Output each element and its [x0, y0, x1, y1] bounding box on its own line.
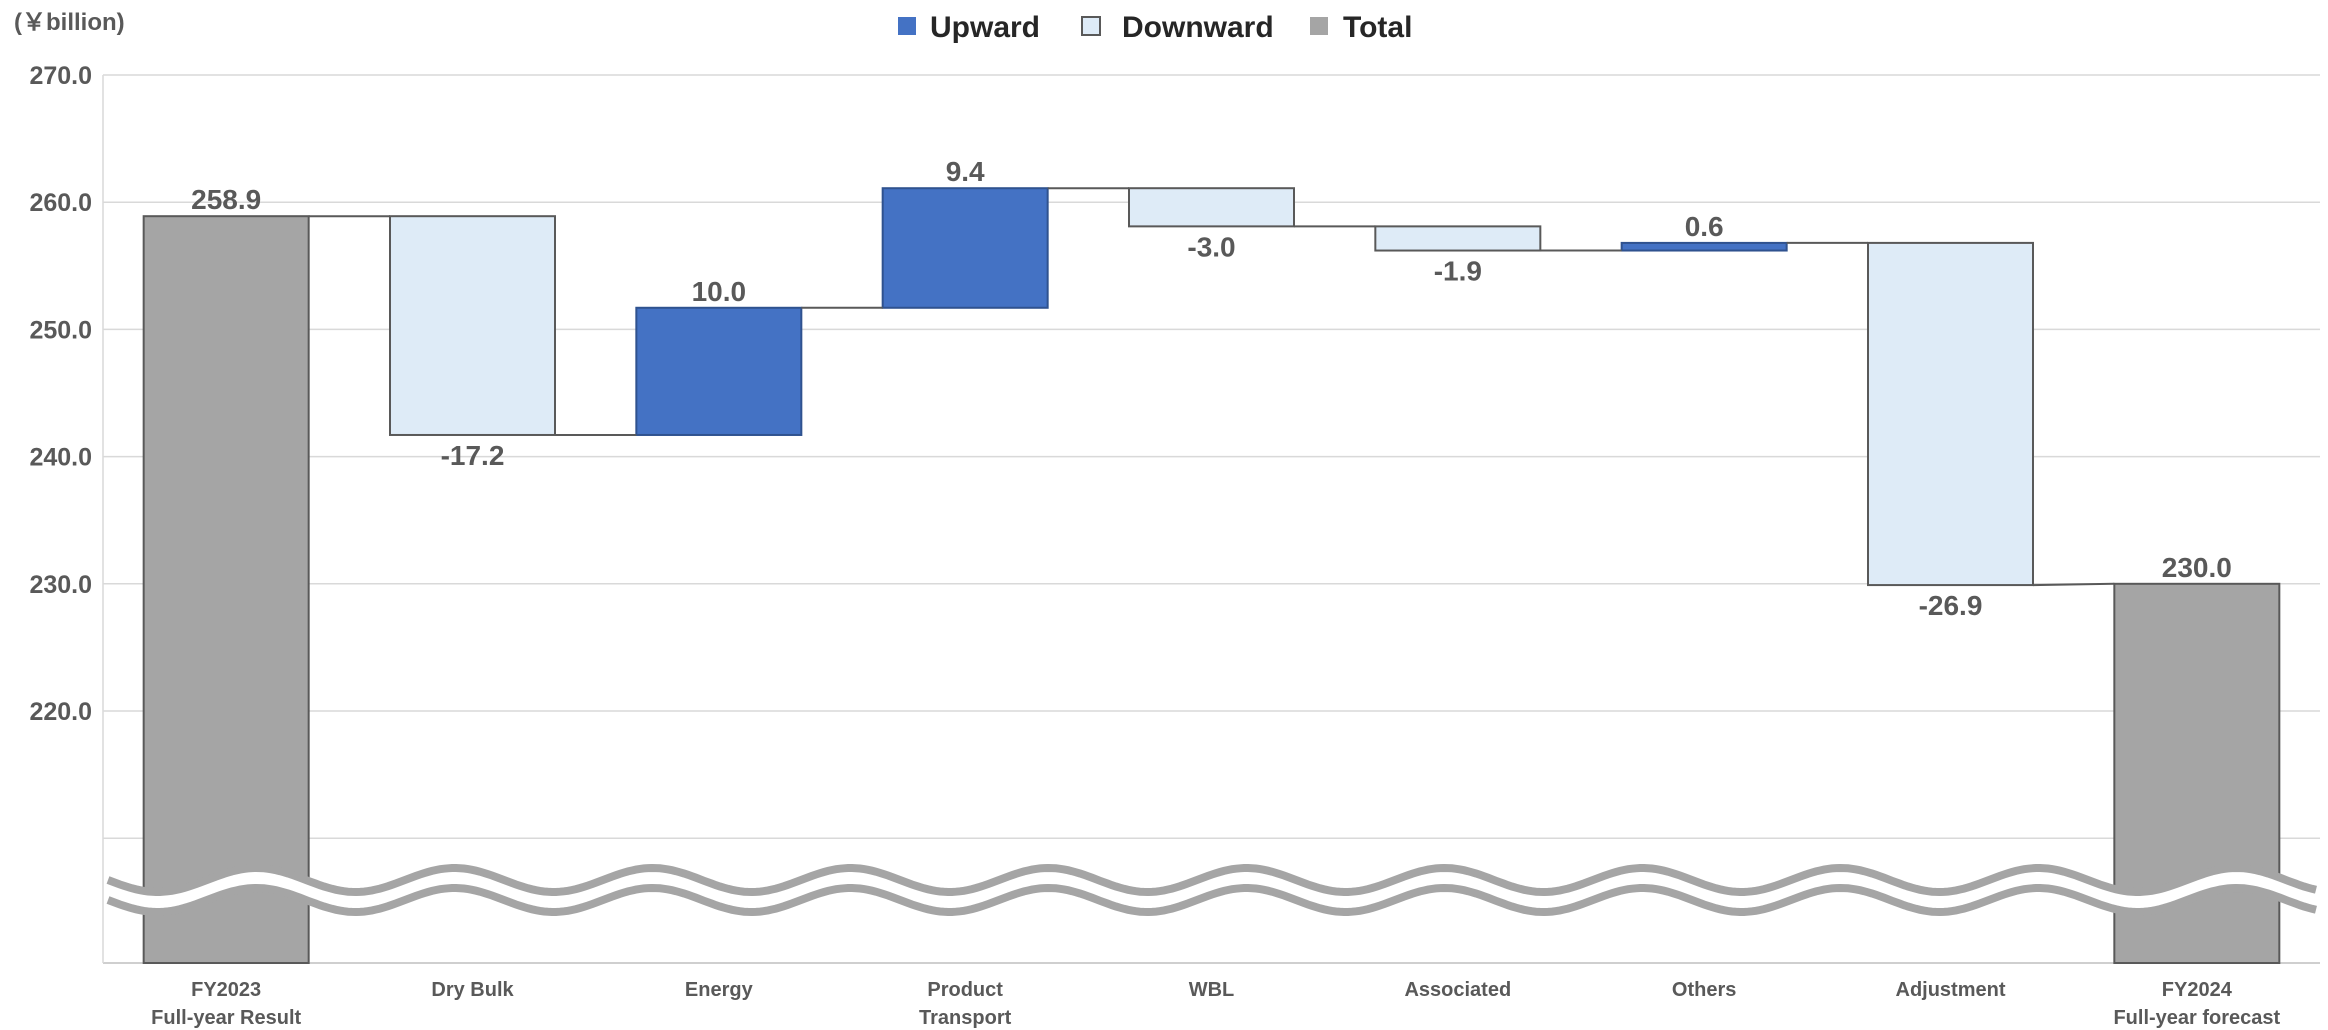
y-tick-label: 270.0 [29, 62, 92, 90]
category-label-line: FY2023 [191, 979, 261, 1001]
category-label-line: Associated [1404, 979, 1511, 1001]
data-label: 230.0 [2162, 552, 2232, 583]
category-label-line: FY2024 [2162, 979, 2233, 1001]
bar-down [1867, 241, 2034, 587]
category-label: Product Transport [919, 979, 1012, 1029]
category-label-line: Adjustment [1896, 979, 2006, 1001]
data-label: 10.0 [692, 276, 747, 307]
y-tick-label: 250.0 [29, 316, 92, 344]
y-axis-ticks: 270.0 260.0 250.0 240.0 230.0 220.0 [29, 62, 92, 726]
y-tick-label: 220.0 [29, 698, 92, 726]
data-label: -26.9 [1919, 590, 1983, 621]
category-label: Others [1672, 979, 1736, 1001]
bar-down [1374, 225, 1542, 252]
bar-down [389, 215, 556, 436]
bar-up [1620, 241, 1788, 252]
y-tick-label: 240.0 [29, 444, 92, 472]
category-label-line: Product [927, 979, 1003, 1001]
category-label-line: Dry Bulk [431, 979, 514, 1001]
axis-break-symbol [106, 863, 2318, 917]
legend-swatch-upward [898, 17, 916, 35]
data-label: 9.4 [946, 156, 985, 187]
data-labels: 258.9 -17.2 10.0 9.4 -3.0 -1.9 0.6 -26.9 230.0 [191, 156, 2232, 621]
category-label-line: Full-year Result [151, 1007, 301, 1029]
category-label: Associated [1404, 979, 1511, 1001]
connector-line [2032, 582, 2115, 587]
bar-up [635, 306, 803, 436]
y-tick-label: 230.0 [29, 571, 92, 599]
category-label-line: Full-year forecast [2113, 1007, 2280, 1029]
legend-label-total: Total [1343, 11, 1412, 44]
category-label: FY2023 Full-year Result [151, 979, 301, 1029]
unit-label: (￥billion) [14, 9, 125, 36]
category-label: Adjustment [1896, 979, 2006, 1001]
category-label: FY2024 Full-year forecast [2113, 979, 2280, 1029]
category-label-line: Others [1672, 979, 1736, 1001]
category-label: WBL [1189, 979, 1235, 1001]
legend: Upward Downward Total [898, 11, 1412, 44]
category-label-line: Transport [919, 1007, 1012, 1029]
data-label: -17.2 [441, 440, 505, 471]
category-label: Energy [685, 979, 754, 1001]
bar-down [1128, 187, 1295, 228]
category-label-line: WBL [1189, 979, 1235, 1001]
category-label: Dry Bulk [431, 979, 514, 1001]
axis-break-line [106, 883, 2317, 917]
legend-swatch-downward [1081, 16, 1101, 36]
y-tick-label: 260.0 [29, 189, 92, 217]
data-label: 258.9 [191, 184, 261, 215]
data-label: -1.9 [1434, 256, 1482, 287]
legend-label-downward: Downward [1122, 11, 1274, 44]
data-label: -3.0 [1187, 231, 1235, 262]
data-label: 0.6 [1685, 211, 1724, 242]
x-axis-categories: FY2023 Full-year Result Dry Bulk Energy Prod… [151, 979, 2280, 1029]
axis-break-line [106, 863, 2317, 897]
bar-total [142, 215, 310, 964]
connector-lines [308, 187, 2115, 587]
bars [142, 187, 2281, 964]
legend-label-upward: Upward [930, 11, 1040, 44]
category-label-line: Energy [685, 979, 754, 1001]
bar-up [881, 187, 1049, 309]
legend-swatch-total [1310, 17, 1328, 35]
